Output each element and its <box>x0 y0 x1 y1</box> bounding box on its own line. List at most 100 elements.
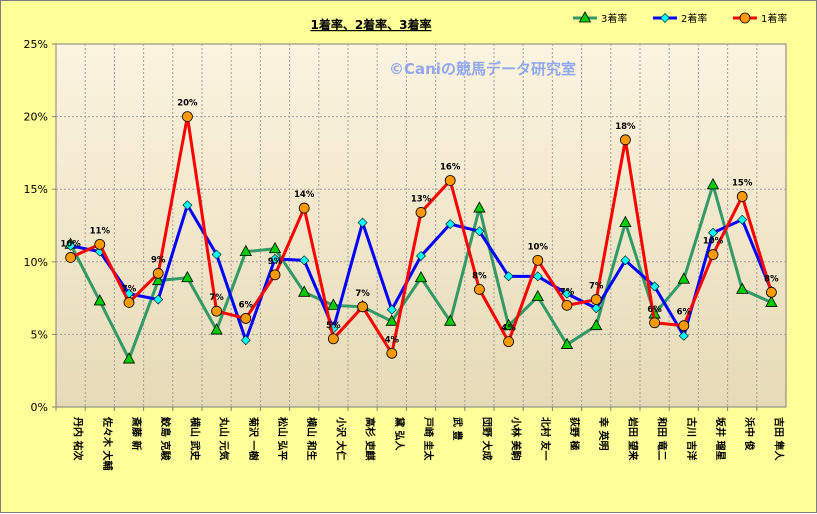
triangle-marker <box>677 272 690 284</box>
data-label: 11% <box>90 226 111 236</box>
x-tick-label: 岩田 望来 <box>626 416 639 461</box>
circle-marker <box>766 286 777 298</box>
triangle-marker <box>736 282 749 294</box>
data-label: 4% <box>385 335 400 345</box>
y-tick-label: 5% <box>31 328 48 341</box>
diamond-marker <box>386 304 397 315</box>
data-label: 8% <box>472 271 487 281</box>
data-label: 5% <box>326 321 341 331</box>
circle-marker <box>620 134 631 146</box>
data-label: 10% <box>703 237 724 247</box>
data-label: 8% <box>764 274 779 284</box>
triangle-marker <box>268 241 282 254</box>
triangle-marker <box>706 178 720 190</box>
x-tick-label: 横山 武史 <box>188 417 201 461</box>
data-label: 7% <box>560 287 575 297</box>
circle-marker <box>94 238 106 250</box>
watermark: ©Caniの競馬データ研究室 <box>389 60 576 78</box>
y-tick-label: 20% <box>24 111 48 124</box>
diamond-marker <box>660 13 670 23</box>
data-label: 9% <box>151 255 166 265</box>
triangle-marker <box>473 201 486 213</box>
circle-marker <box>532 254 544 266</box>
chart-title: 1着率、2着率、3着率 <box>310 17 431 32</box>
x-tick-label: 丹内 祐次 <box>72 417 85 460</box>
triangle-marker <box>502 318 515 331</box>
y-tick-label: 0% <box>31 401 48 414</box>
legend-label: 1着率 <box>761 12 787 25</box>
data-label: 6% <box>647 305 662 315</box>
circle-marker <box>415 207 427 218</box>
diamond-marker <box>65 240 76 251</box>
circle-marker <box>65 252 76 263</box>
x-tick-label: 丸山 元気 <box>218 416 231 460</box>
triangle-marker <box>93 294 106 306</box>
legend-label: 2着率 <box>681 12 707 25</box>
diamond-marker <box>445 219 456 229</box>
triangle-marker <box>444 314 457 326</box>
x-tick-label: 小林 美駒 <box>510 416 523 460</box>
triangle-marker <box>298 285 311 297</box>
circle-marker <box>269 269 281 281</box>
triangle-marker <box>531 289 544 302</box>
triangle-marker <box>327 298 340 310</box>
diamond-marker <box>182 200 193 211</box>
data-label: 15% <box>732 178 753 188</box>
diamond-marker <box>678 330 689 341</box>
x-tick-label: 北村 友一 <box>539 417 552 460</box>
x-tick-label: 小沢 大仁 <box>334 416 347 460</box>
diamond-marker <box>562 288 572 299</box>
diamond-marker <box>153 294 164 305</box>
diamond-marker <box>474 226 485 237</box>
x-tick-label: 高杉 吏麒 <box>364 417 377 460</box>
data-label: 10% <box>528 242 549 252</box>
data-label: 18% <box>615 122 636 132</box>
circle-marker <box>357 301 369 313</box>
diamond-marker <box>737 214 748 225</box>
circle-marker <box>649 317 660 329</box>
x-tick-label: 和田 竜二 <box>656 416 669 460</box>
y-tick-label: 25% <box>24 38 48 51</box>
x-tick-label: 黛 弘人 <box>393 417 406 451</box>
triangle-marker <box>578 11 592 23</box>
diamond-marker <box>649 281 660 292</box>
data-label: 6% <box>677 308 692 318</box>
circle-marker <box>181 111 193 122</box>
triangle-marker <box>239 244 252 257</box>
triangle-marker <box>122 352 136 364</box>
diamond-marker <box>591 303 602 314</box>
data-label: 7% <box>122 284 137 294</box>
series-1着率: 10% 11% 7% 9% 20% 7% 6% 9% 14% 5% 7% 4% 13% 16% 8% 4% 10… <box>60 99 779 359</box>
legend: 3着率 2着率 1着率 <box>573 11 787 25</box>
data-label: 13% <box>411 194 432 204</box>
x-tick-label: 荻野 極 <box>568 417 581 450</box>
diamond-marker <box>211 249 222 260</box>
x-tick-label: 菊沢 一樹 <box>247 417 260 460</box>
y-tick-label: 15% <box>24 183 48 196</box>
x-tick-label: 斎藤 新 <box>130 417 143 450</box>
x-tick-label: 武 豊 <box>451 417 464 440</box>
data-label: 20% <box>177 99 198 109</box>
diamond-marker <box>357 217 368 228</box>
diamond-marker <box>503 271 514 282</box>
circle-marker <box>739 12 751 24</box>
x-tick-label: 古川 吉洋 <box>685 417 698 460</box>
diamond-marker <box>620 255 631 266</box>
triangle-marker <box>210 323 223 335</box>
series-2着率 <box>65 200 777 346</box>
triangle-marker <box>590 318 603 331</box>
data-label: 9% <box>268 257 283 267</box>
circle-marker <box>444 175 456 186</box>
circle-marker <box>503 336 515 348</box>
circle-marker <box>327 333 339 345</box>
circle-marker <box>240 313 252 324</box>
data-label: 7% <box>589 282 604 292</box>
plot-area <box>55 43 787 408</box>
x-tick-label: 吉田 隼人 <box>772 417 785 461</box>
triangle-marker <box>181 270 194 283</box>
diamond-marker <box>532 271 543 282</box>
circle-marker <box>678 320 690 332</box>
data-label: 16% <box>440 162 461 172</box>
triangle-marker <box>765 295 778 307</box>
